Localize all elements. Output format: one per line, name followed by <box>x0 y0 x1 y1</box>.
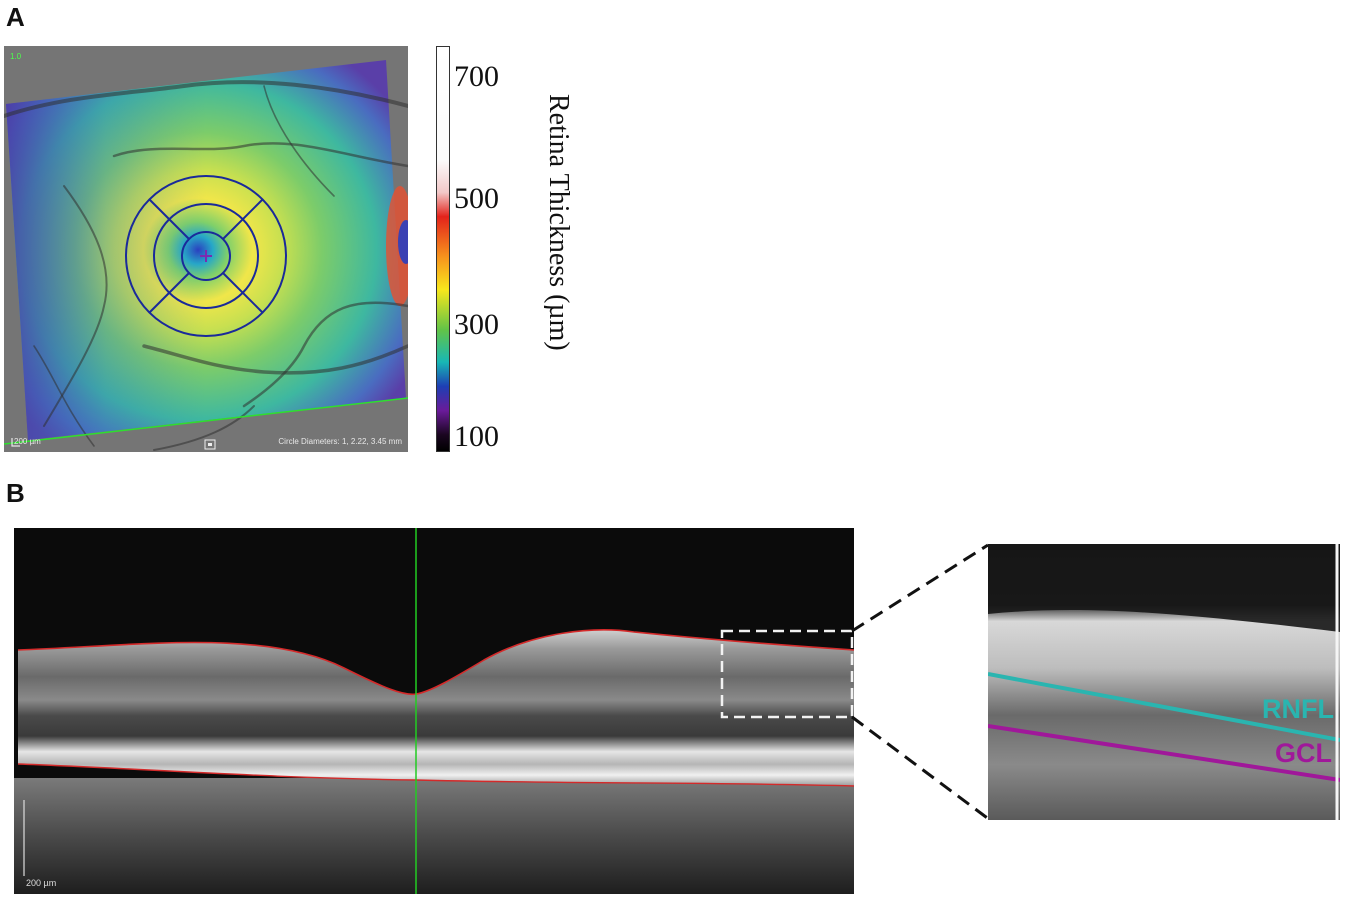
retina-thickness-map: 1.0 200 µm Circle Diameters: 1, 2.22, 3.… <box>4 46 408 452</box>
zoom-inset: RNFL GCL <box>988 544 1340 820</box>
thickness-map-graphic <box>4 46 408 452</box>
colorbar-tick: 700 <box>454 60 499 93</box>
scale-bar-label: 200 µm <box>14 437 41 446</box>
colorbar-tick: 500 <box>454 182 499 215</box>
colorbar-tick: 300 <box>454 308 499 341</box>
corner-marker: 1.0 <box>10 52 22 61</box>
rnfl-label: RNFL <box>1262 694 1334 724</box>
panel-a-label: A <box>6 2 25 32</box>
oct-bscan: 200 µm <box>14 528 854 894</box>
zoom-inset-graphic <box>988 544 1340 820</box>
colorbar-tick: 100 <box>454 420 499 453</box>
thickness-colorbar <box>436 46 450 452</box>
panel-b-label: B <box>6 478 25 508</box>
etdrs-grid <box>125 175 287 337</box>
circle-diameters-label: Circle Diameters: 1, 2.22, 3.45 mm <box>278 437 402 446</box>
oct-bscan-graphic <box>14 528 854 894</box>
gcl-label: GCL <box>1275 738 1332 768</box>
scale-bar-label: 200 µm <box>26 878 57 888</box>
